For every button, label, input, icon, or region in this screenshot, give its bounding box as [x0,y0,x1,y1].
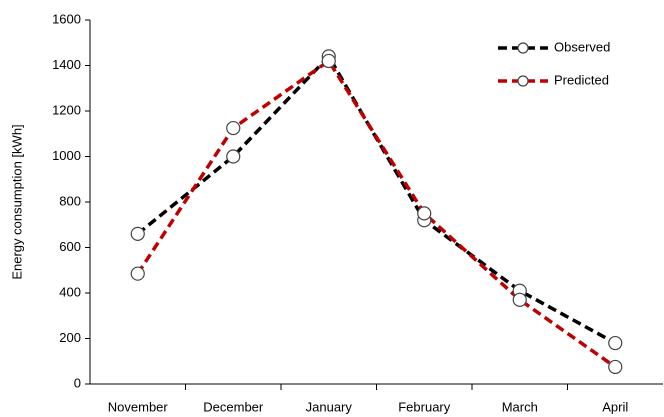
point [321,53,336,69]
legend-label: Observed [554,39,610,54]
y-tick-label: 0 [74,375,81,390]
x-tick-label: December [203,399,264,414]
y-tick-label: 200 [59,330,81,345]
y-tick-label: 1400 [52,57,81,72]
point [608,359,623,375]
point [608,335,623,351]
x-tick-label: April [602,399,628,414]
y-tick-label: 600 [59,239,81,254]
legend-marker [517,42,529,54]
x-tick-label: March [502,399,538,414]
y-tick-label: 400 [59,284,81,299]
point [512,292,527,307]
y-tick-label: 1000 [52,148,81,163]
point [130,226,145,241]
y-axis-label: Energy consumption [kWh] [9,124,24,279]
x-tick-label: February [398,399,451,414]
y-tick-label: 800 [59,193,81,208]
point [130,266,145,281]
x-tick-label: November [108,399,169,414]
legend-label: Predicted [554,72,609,87]
series-line [136,53,617,345]
x-tick-label: January [306,399,353,414]
legend-marker [517,75,529,87]
y-tick-label: 1200 [52,102,81,117]
point [417,206,432,221]
y-tick-label: 1600 [52,11,81,26]
point [226,149,241,164]
series-line [136,58,617,369]
point [226,120,241,136]
